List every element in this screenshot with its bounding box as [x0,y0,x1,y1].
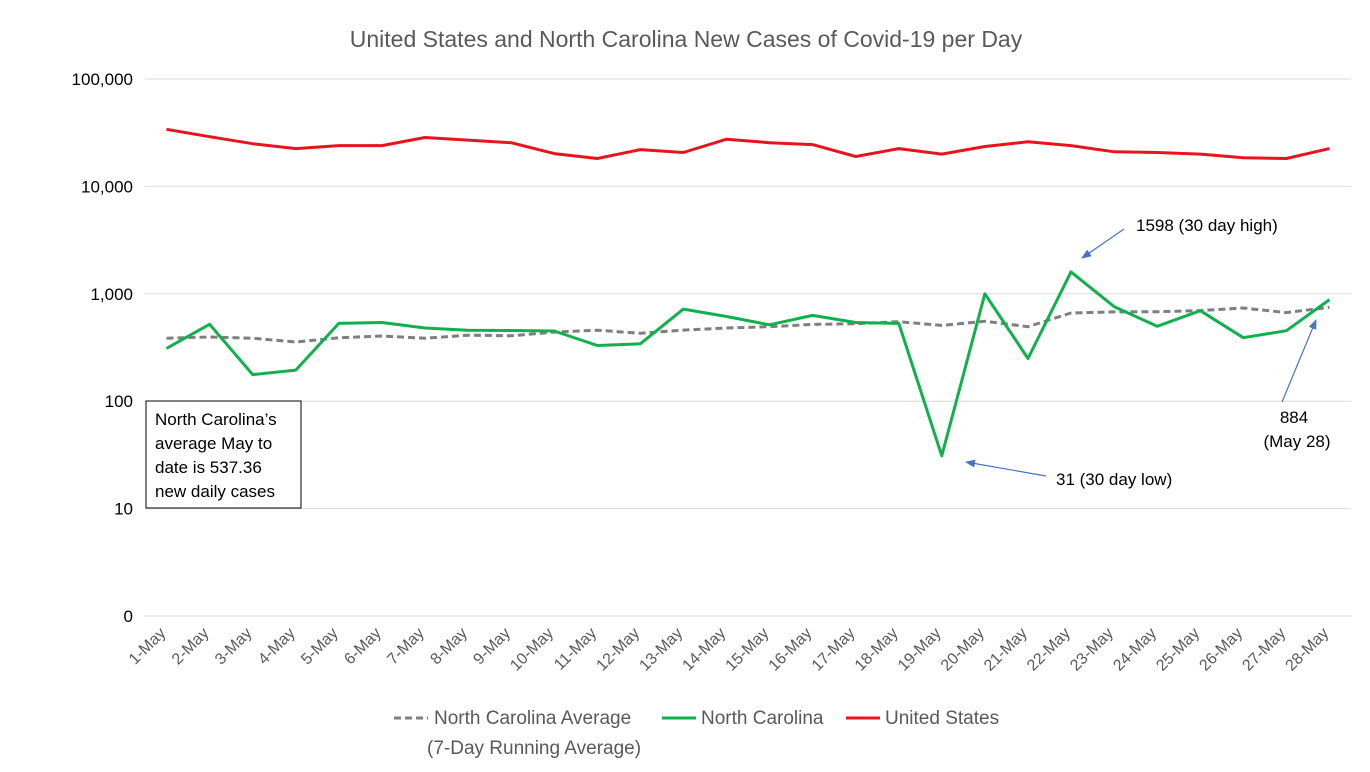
x-tick-label: 5-May [298,625,341,668]
x-tick-label: 21-May [981,625,1031,675]
x-tick-label: 2-May [169,625,212,668]
x-tick-label: 26-May [1196,625,1246,675]
x-tick-label: 28-May [1283,625,1333,675]
legend: North Carolina Average (7-Day Running Av… [394,708,999,759]
x-tick-label: 24-May [1110,625,1160,675]
x-tick-label: 4-May [255,625,298,668]
x-tick-label: 23-May [1067,625,1117,675]
average-note-box: North Carolina’s average May to date is … [145,400,302,509]
y-tick-label: 100,000 [72,70,133,89]
x-tick-label: 10-May [507,625,557,675]
x-tick-label: 17-May [809,625,859,675]
annotation-last-date: (May 28) [1263,432,1330,451]
annotation-last-arrow [1281,319,1317,403]
x-tick-label: 1-May [126,625,169,668]
y-tick-label: 100 [105,392,133,411]
legend-item-nc-average: North Carolina Average (7-Day Running Av… [394,708,641,759]
average-note-line: date is 537.36 [155,458,262,477]
gridlines [145,78,1351,617]
x-tick-label: 19-May [895,625,945,675]
x-tick-label: 8-May [427,625,470,668]
annotation-high: 1598 (30 day high) [1081,216,1278,259]
x-tick-label: 16-May [766,625,816,675]
x-tick-label: 18-May [852,625,902,675]
x-tick-label: 20-May [938,625,988,675]
average-note-line: new daily cases [155,482,275,501]
chart-title: United States and North Carolina New Cas… [350,26,1023,52]
annotation-high-label: 1598 (30 day high) [1136,216,1278,235]
annotation-low-arrow [965,459,1047,477]
legend-label-north-carolina: North Carolina [701,708,824,729]
series-line-united-states [166,127,1330,160]
legend-label-nc-average: North Carolina Average [434,708,631,729]
annotation-low: 31 (30 day low) [965,459,1172,489]
x-tick-label: 22-May [1024,625,1074,675]
x-tick-label: 11-May [551,625,600,674]
x-tick-label: 7-May [384,625,427,668]
annotation-last: 884 (May 28) [1263,319,1331,451]
annotation-last-value: 884 [1280,408,1308,427]
y-tick-label: 10,000 [81,177,133,196]
annotation-high-arrow [1081,228,1125,259]
x-tick-label: 15-May [723,625,773,675]
legend-label-nc-average-line2: (7-Day Running Average) [427,738,641,759]
x-axis-ticks: 1-May 2-May 3-May 4-May 5-May 6-May 7-May 8-May… [126,625,1332,675]
x-tick-label: 6-May [341,625,384,668]
plot-series [165,127,1331,458]
legend-item-united-states: United States [846,708,999,729]
y-tick-label: 10 [114,500,133,519]
average-note-line: average May to [155,434,272,453]
y-tick-label: 0 [124,607,133,626]
average-note-line: North Carolina’s [155,410,277,429]
series-line-north-carolina [165,270,1331,458]
legend-label-united-states: United States [885,708,999,729]
x-tick-label: 3-May [212,625,255,668]
y-tick-label: 1,000 [90,285,133,304]
x-tick-label: 25-May [1153,625,1203,675]
x-tick-label: 14-May [680,625,730,675]
series-line-nc-average [166,305,1330,344]
x-tick-label: 27-May [1239,625,1289,675]
annotation-low-label: 31 (30 day low) [1056,470,1172,489]
x-tick-label: 13-May [636,625,686,675]
legend-item-north-carolina: North Carolina [662,708,824,729]
x-tick-label: 12-May [593,625,643,675]
